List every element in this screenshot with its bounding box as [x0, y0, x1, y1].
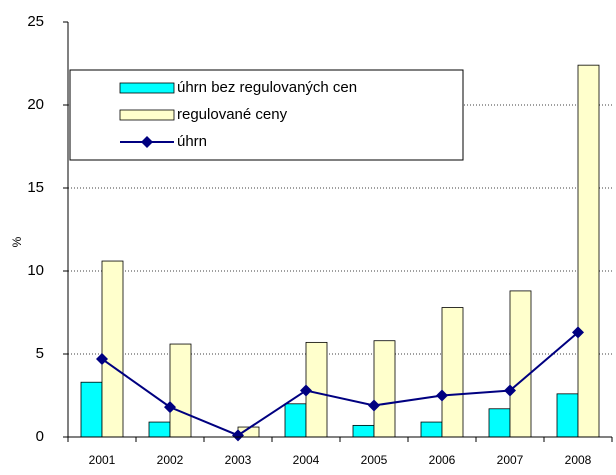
x-tick-label: 2004: [293, 453, 320, 467]
line: [101, 331, 579, 437]
bar: [352, 424, 375, 438]
x-tick-label: 2003: [225, 453, 252, 467]
y-axis-label: %: [10, 236, 24, 247]
legend-label: regulované ceny: [177, 106, 288, 123]
y-tick-label: 20: [27, 96, 44, 113]
legend-marker: [141, 136, 153, 148]
legend-label: úhrn bez regulovaných cen: [177, 79, 357, 96]
marker: [164, 401, 176, 414]
marker: [504, 384, 516, 397]
marker: [300, 384, 312, 397]
bar: [488, 408, 511, 438]
bar: [509, 290, 532, 438]
bar: [101, 260, 124, 438]
bar: [577, 64, 600, 438]
bar: [169, 343, 192, 438]
x-tick-label: 2007: [497, 453, 524, 467]
marker: [572, 326, 584, 339]
y-tick-label: 10: [27, 262, 44, 279]
bar: [373, 340, 396, 438]
marker: [96, 352, 108, 365]
x-tick-label: 2001: [89, 453, 116, 467]
legend-swatch: [119, 109, 175, 121]
x-tick-label: 2002: [157, 453, 184, 467]
marker: [436, 389, 448, 402]
y-tick-label: 25: [27, 13, 44, 30]
bar: [556, 393, 579, 438]
x-tick-label: 2005: [361, 453, 388, 467]
x-tick-label: 2006: [429, 453, 456, 467]
bar: [80, 381, 103, 438]
y-tick-label: 5: [36, 345, 44, 362]
x-tick-label: 2008: [565, 453, 592, 467]
bar: [284, 403, 307, 438]
marker: [368, 399, 380, 412]
legend-label: úhrn: [177, 133, 207, 150]
y-tick-label: 0: [36, 428, 44, 445]
legend-swatch: [119, 82, 175, 94]
y-tick-label: 15: [27, 179, 44, 196]
bar: [441, 307, 464, 438]
bar: [148, 421, 171, 438]
marker: [232, 429, 244, 442]
bar: [420, 421, 443, 438]
